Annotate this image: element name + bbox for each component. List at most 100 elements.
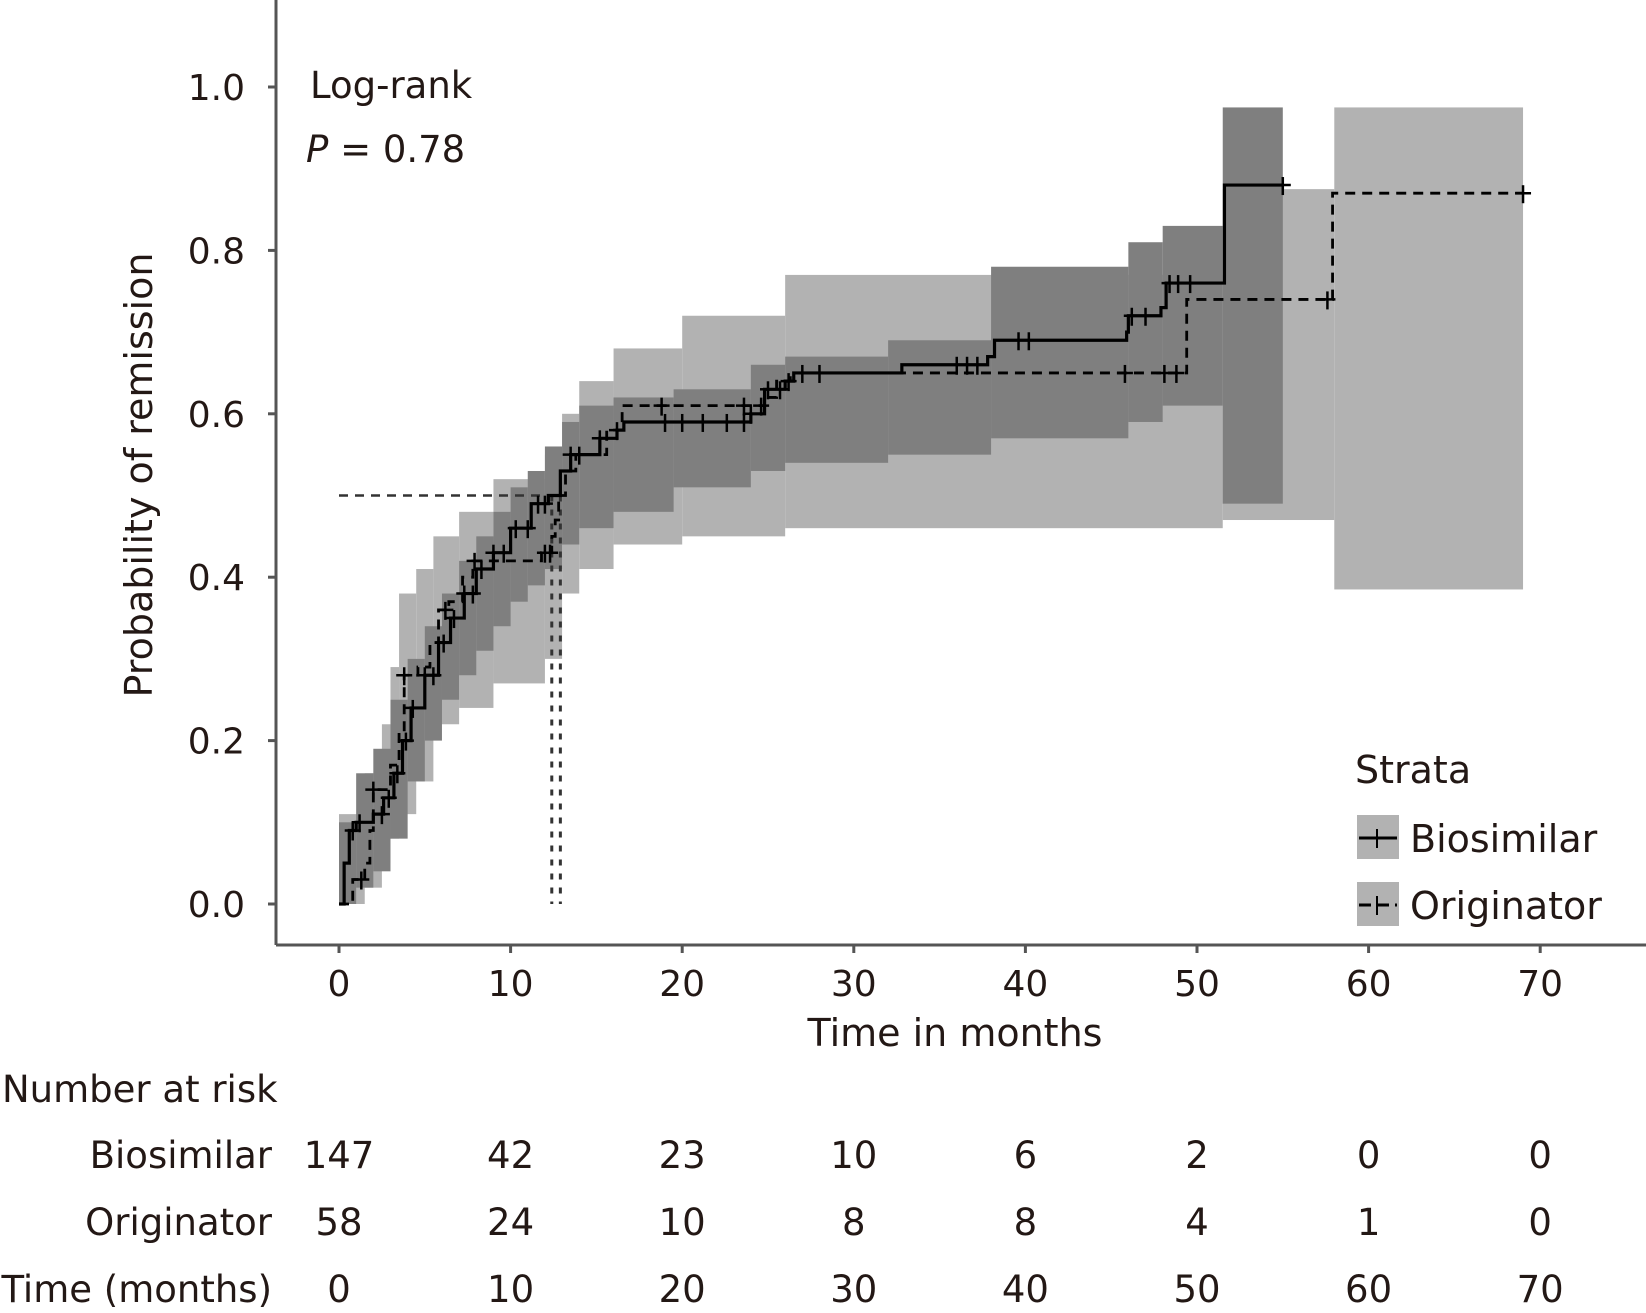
censor-mark-originator: [1319, 291, 1336, 310]
censor-mark-originator: [353, 871, 370, 890]
log-rank-label: Log-rank: [310, 64, 473, 107]
censor-mark-biosimilar: [536, 495, 553, 514]
censor-mark-biosimilar: [1137, 307, 1154, 326]
censor-mark-biosimilar: [389, 765, 406, 784]
y-tick-label: 0.8: [188, 231, 245, 272]
y-tick-label: 0.4: [188, 558, 245, 599]
risk-cell-originator: 24: [487, 1201, 534, 1244]
y-tick-label: 0.0: [188, 885, 245, 926]
censor-mark-originator: [1515, 185, 1532, 204]
ci-band-biosimilar: [1128, 242, 1163, 422]
censor-mark-biosimilar: [1182, 275, 1199, 294]
censor-mark-originator: [396, 667, 413, 686]
censor-marks: [344, 177, 1532, 890]
censor-mark-biosimilar: [425, 667, 442, 686]
x-tick-label: 30: [831, 964, 877, 1005]
ci-band-biosimilar: [562, 421, 580, 545]
risk-cell-biosimilar: 147: [304, 1134, 375, 1177]
legend-label-biosimilar: Biosimilar: [1410, 817, 1598, 861]
risk-cell-originator: 4: [1185, 1201, 1209, 1244]
risk-cell-originator: 0: [1528, 1201, 1552, 1244]
censor-mark-biosimilar: [404, 699, 421, 718]
risk-cell-biosimilar: 0: [1528, 1134, 1552, 1177]
risk-time-cell: 70: [1517, 1268, 1564, 1311]
censor-mark-biosimilar: [571, 446, 588, 465]
p-value-annotation: P = 0.78: [306, 128, 465, 171]
censor-mark-biosimilar: [591, 430, 608, 449]
censor-mark-biosimilar: [351, 814, 368, 833]
x-ticks: 0 10 20 30 40 50 60 70: [328, 945, 1563, 1005]
y-tick-label: 0.6: [188, 395, 245, 436]
risk-row-label-biosimilar: Biosimilar: [90, 1134, 273, 1177]
risk-time-cell: 60: [1345, 1268, 1392, 1311]
risk-table-title: Number at risk: [2, 1068, 278, 1111]
risk-time-cell: 30: [830, 1268, 877, 1311]
risk-cell-originator: 1: [1357, 1201, 1381, 1244]
risk-table: Number at risk Biosimilar Originator Tim…: [0, 1068, 1563, 1311]
ci-band-biosimilar: [390, 699, 408, 839]
ci-band-biosimilar: [493, 511, 511, 627]
censor-mark-biosimilar: [373, 806, 390, 825]
ci-band-biosimilar: [991, 266, 1129, 439]
censor-mark-biosimilar: [811, 364, 828, 383]
censor-mark-originator: [466, 552, 483, 571]
censor-mark-biosimilar: [1123, 307, 1140, 326]
risk-cell-originator: 8: [1014, 1201, 1038, 1244]
risk-time-cell: 50: [1173, 1268, 1220, 1311]
risk-row-label-originator: Originator: [85, 1201, 273, 1244]
ci-band-biosimilar: [579, 405, 614, 529]
censor-mark-originator: [735, 397, 752, 416]
y-axis-title: Probability of remission: [117, 253, 161, 698]
ci-band-biosimilar: [1162, 225, 1223, 406]
legend-label-originator: Originator: [1410, 884, 1602, 928]
x-tick-label: 70: [1517, 964, 1563, 1005]
legend-entry-biosimilar: Biosimilar: [1357, 815, 1598, 861]
censor-mark-biosimilar: [464, 585, 481, 604]
censor-mark-biosimilar: [608, 422, 625, 441]
p-value-text: = 0.78: [328, 128, 465, 171]
censor-mark-biosimilar: [674, 413, 691, 432]
censor-mark-originator: [542, 544, 559, 563]
censor-mark-biosimilar: [794, 364, 811, 383]
censor-mark-originator: [780, 373, 797, 392]
x-tick-label: 20: [659, 964, 705, 1005]
censor-mark-biosimilar: [718, 413, 735, 432]
censor-mark-biosimilar: [772, 381, 789, 400]
risk-cell-originator: 58: [315, 1201, 362, 1244]
x-tick-label: 0: [328, 964, 351, 1005]
ci-band-biosimilar: [673, 389, 751, 488]
censor-mark-originator: [753, 397, 770, 416]
censor-mark-biosimilar: [1020, 332, 1037, 351]
censor-mark-biosimilar: [344, 822, 361, 841]
censor-mark-originator: [365, 781, 382, 800]
censor-mark-biosimilar: [657, 413, 674, 432]
censor-mark-biosimilar: [445, 610, 462, 629]
risk-cell-originator: 10: [659, 1201, 706, 1244]
risk-cell-biosimilar: 23: [659, 1134, 706, 1177]
x-tick-label: 60: [1346, 964, 1392, 1005]
risk-cell-biosimilar: 2: [1185, 1134, 1209, 1177]
median-reference-lines: [339, 494, 562, 904]
risk-time-cell: 10: [487, 1268, 534, 1311]
p-symbol: P: [306, 128, 329, 171]
ci-band-biosimilar: [544, 446, 563, 570]
y-tick-label: 1.0: [188, 68, 245, 109]
censor-mark-originator: [1116, 364, 1133, 383]
legend: Strata Biosimilar Originator: [1355, 748, 1602, 928]
x-tick-label: 50: [1174, 964, 1220, 1005]
censor-mark-biosimilar: [473, 561, 490, 580]
x-tick-label: 10: [488, 964, 534, 1005]
censor-mark-biosimilar: [694, 413, 711, 432]
censor-mark-biosimilar: [519, 520, 536, 539]
ci-band-biosimilar: [750, 364, 786, 471]
censor-mark-biosimilar: [735, 413, 752, 432]
ci-band-originator: [1334, 107, 1524, 590]
risk-cell-biosimilar: 42: [487, 1134, 534, 1177]
censor-mark-biosimilar: [397, 732, 414, 751]
legend-title: Strata: [1355, 748, 1471, 792]
risk-table-cells: 147 42 23 10 6 2 0 058 24 10 8 8 4 1 00 10 20 30 40 50 60 70: [304, 1134, 1564, 1311]
axes: [274, 0, 1646, 947]
risk-time-label: Time (months): [0, 1268, 272, 1311]
confidence-bands: [339, 107, 1524, 904]
